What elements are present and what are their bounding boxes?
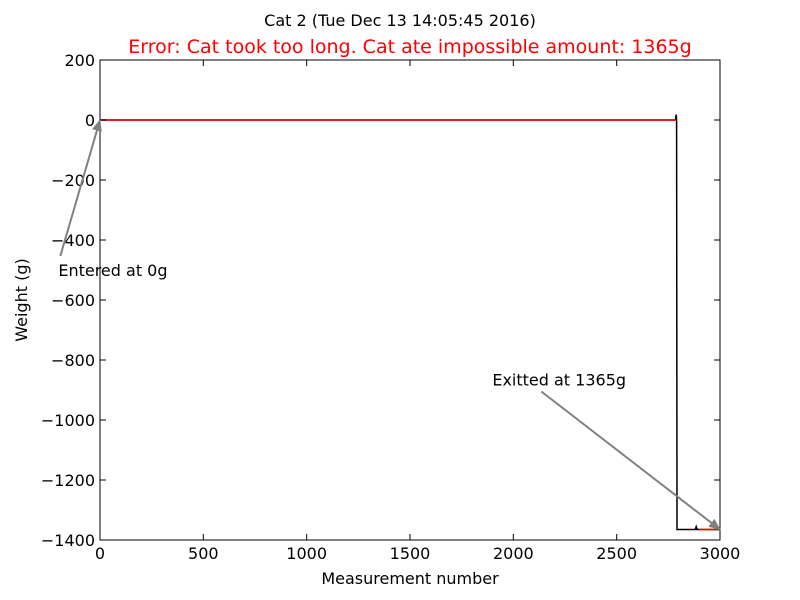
y-tick-label: −600 [51, 291, 95, 310]
y-tick-label: −200 [51, 171, 95, 190]
y-tick-label: −800 [51, 351, 95, 370]
y-tick-label: 0 [85, 111, 95, 130]
y-tick-label: −1400 [41, 531, 95, 550]
y-tick-label: −1000 [41, 411, 95, 430]
chart-suptitle: Cat 2 (Tue Dec 13 14:05:45 2016) [264, 11, 536, 30]
annotation-arrow [540, 390, 721, 531]
x-tick-label: 2500 [596, 544, 637, 563]
x-axis: 0 500 1000 1500 2000 2500 3000 [95, 60, 740, 563]
plot-frame [99, 59, 721, 541]
y-tick-label: −400 [51, 231, 95, 250]
annotations: Entered at 0g Exitted at 1365g [58, 119, 721, 531]
series-line-3 [694, 524, 698, 530]
x-tick-label: 1000 [286, 544, 327, 563]
x-axis-label: Measurement number [321, 569, 499, 588]
x-tick-label: 2000 [493, 544, 534, 563]
y-axis: 200 0 −200 −400 −600 −800 −1000 −1200 −1400 [41, 51, 720, 550]
y-tick-label: −1200 [41, 471, 95, 490]
y-axis-label: Weight (g) [12, 258, 31, 341]
plot-lines [100, 114, 720, 531]
x-tick-label: 500 [188, 544, 219, 563]
x-tick-label: 1500 [390, 544, 431, 563]
chart-title: Error: Cat took too long. Cat ate imposs… [128, 36, 691, 58]
annotation-label: Exitted at 1365g [492, 371, 626, 390]
y-tick-label: 200 [64, 51, 95, 70]
annotation-label: Entered at 0g [58, 261, 167, 280]
x-tick-label: 3000 [700, 544, 741, 563]
series-line-0 [100, 114, 720, 531]
annotation-arrow [59, 119, 102, 257]
x-tick-label: 0 [95, 544, 105, 563]
